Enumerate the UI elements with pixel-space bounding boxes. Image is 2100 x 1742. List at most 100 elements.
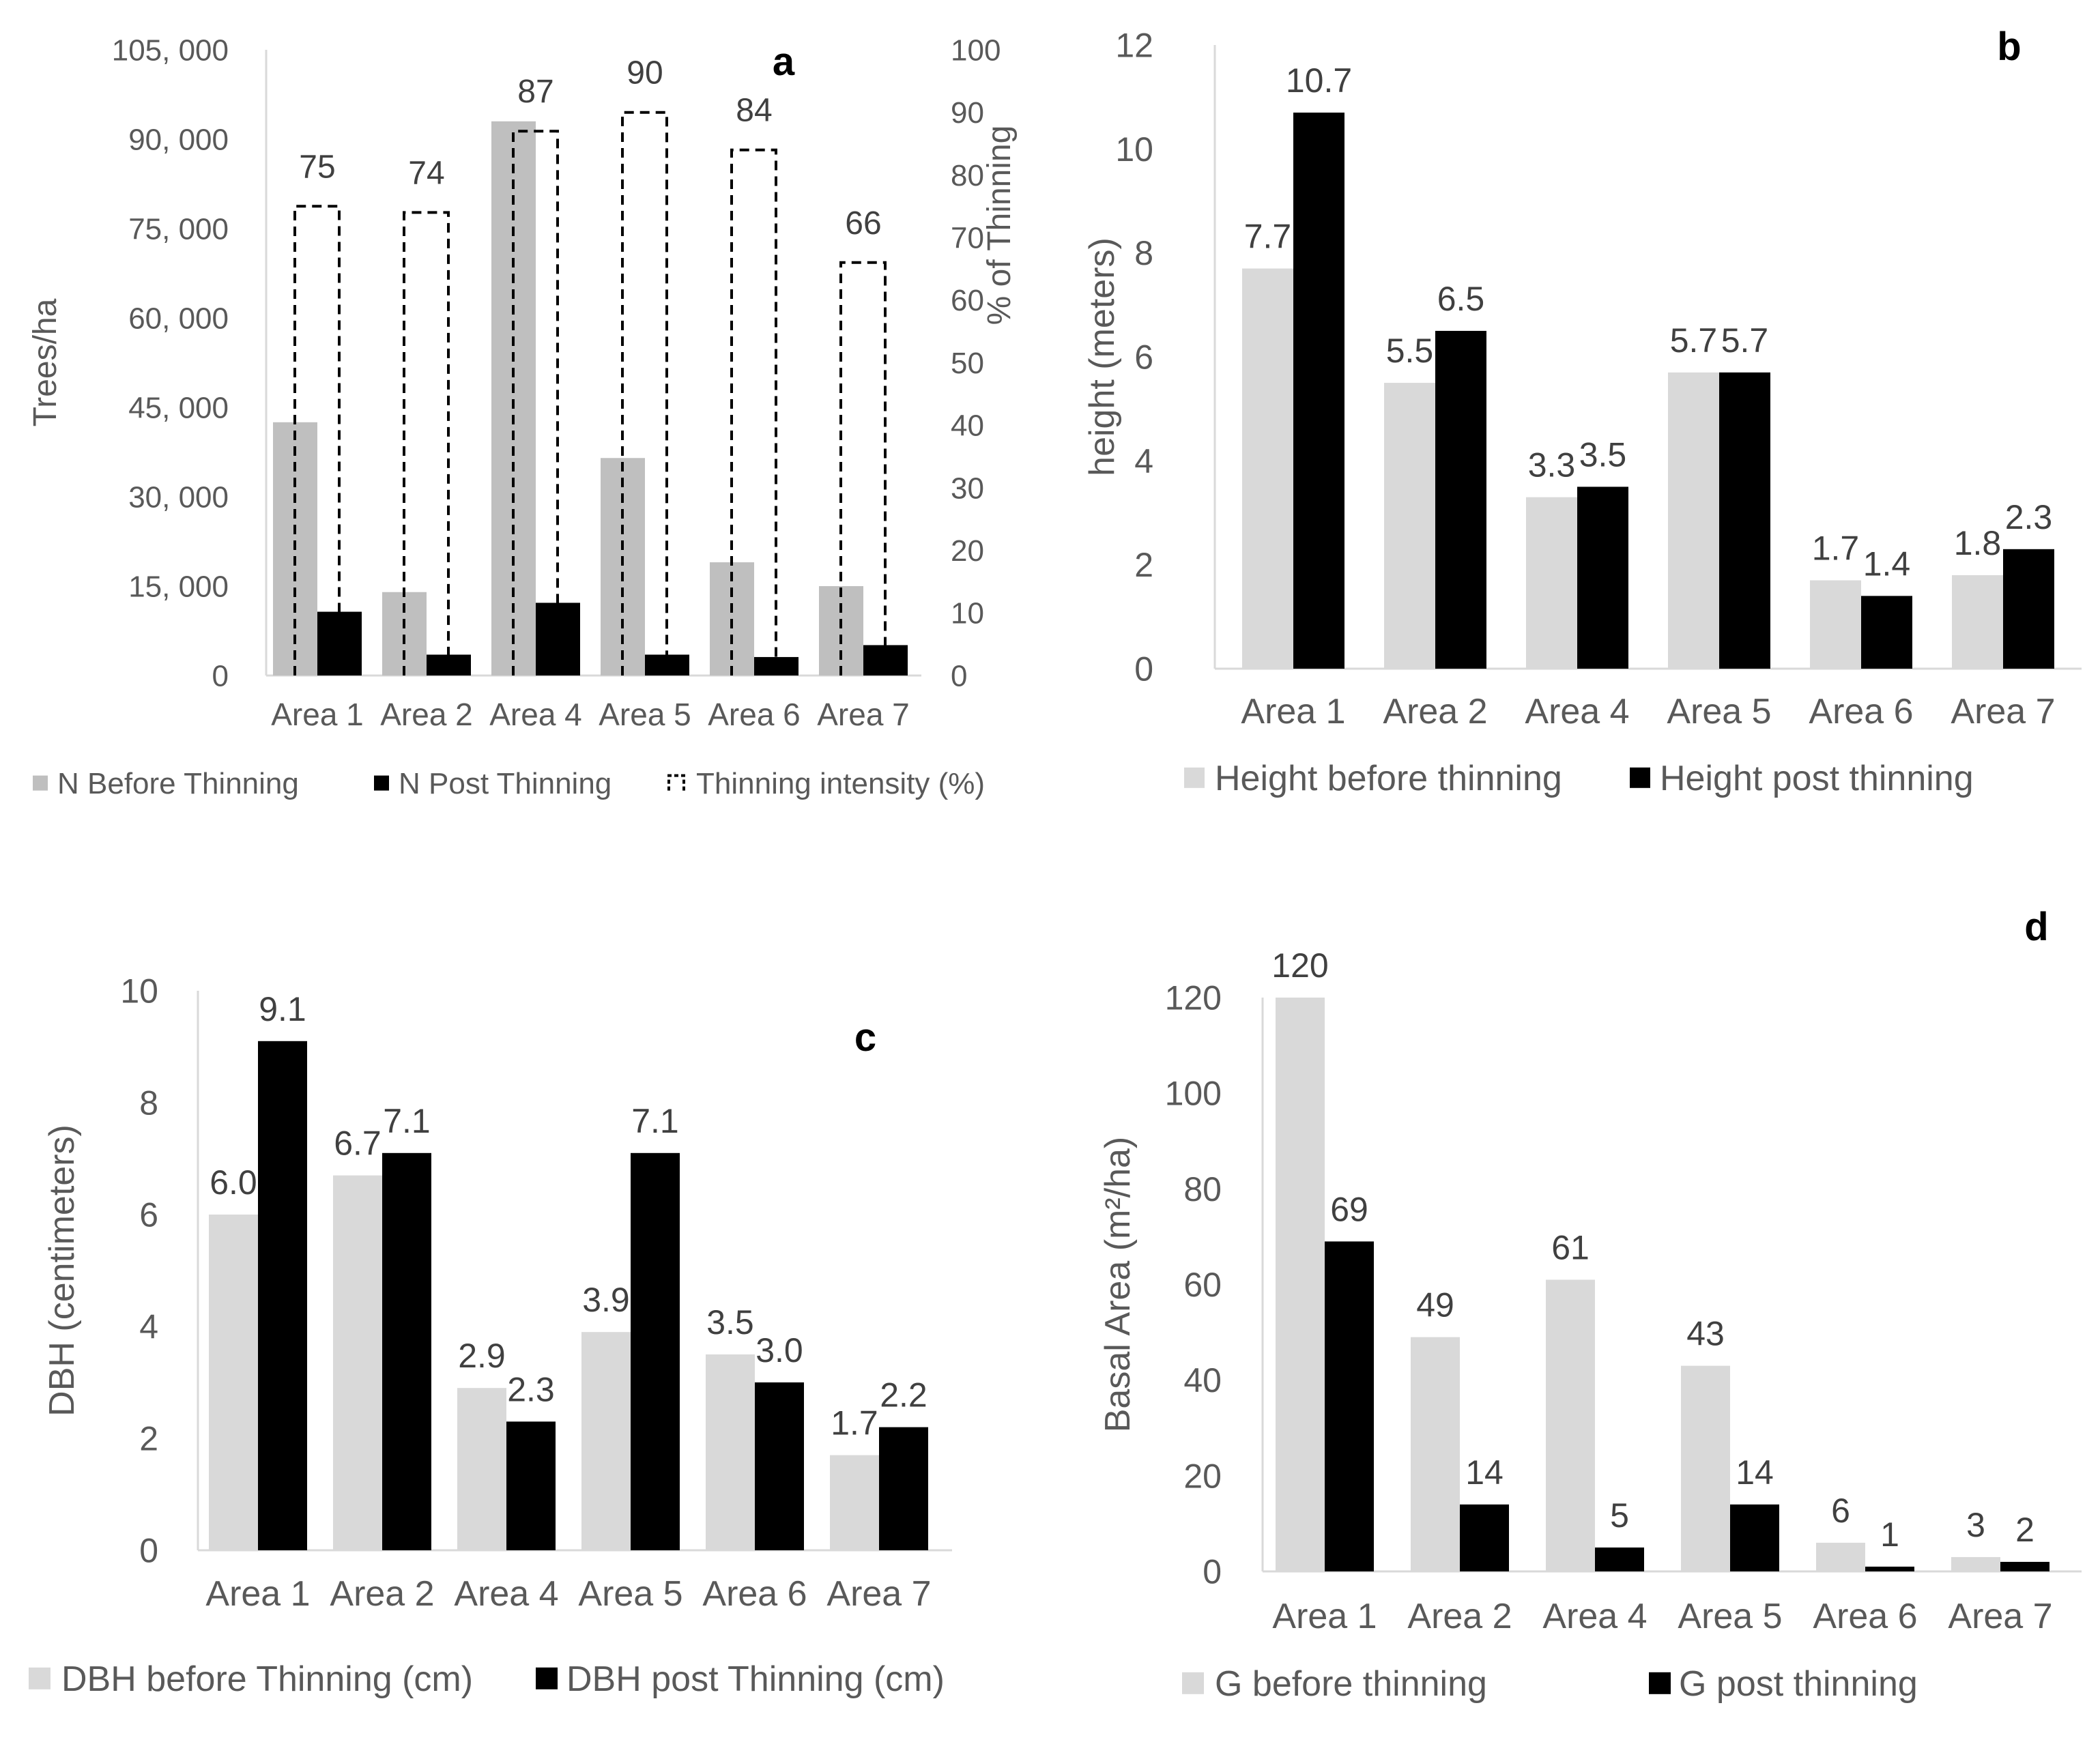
y-tick-label: 120	[1165, 979, 1222, 1017]
legend-swatch-before	[33, 775, 48, 791]
x-tick-label: Area 6	[1809, 692, 1913, 731]
legend-swatch-post	[374, 775, 389, 791]
panel-d-chart: d 0 20 40 60 80 100 120 Basal Area (m²/ha) Area …	[1098, 905, 2082, 1704]
data-label-post: 2.3	[2005, 498, 2053, 536]
panel-a-letter: a	[773, 40, 795, 84]
y-tick-label: 12	[1115, 27, 1153, 65]
data-label-thinning-intensity: 66	[845, 205, 881, 242]
x-tick-label: Area 5	[599, 697, 691, 732]
bar-post	[1595, 1547, 1644, 1571]
y-tick-label: 10	[1115, 130, 1153, 169]
y-tick-label: 10	[120, 972, 158, 1011]
data-label-before: 120	[1271, 946, 1328, 985]
bar-before	[1951, 1556, 2000, 1571]
y2-tick-label: 50	[951, 347, 984, 380]
x-tick-label: Area 7	[1951, 692, 2055, 731]
x-tick-label: Area 2	[380, 697, 473, 732]
bar-post	[755, 1382, 804, 1550]
y-tick-label: 6	[139, 1196, 158, 1234]
bar-before	[457, 1388, 506, 1550]
legend-swatch-post	[1630, 767, 1650, 788]
legend-swatch-before	[29, 1667, 51, 1689]
bar-thinning-intensity	[621, 111, 668, 676]
bar-before	[830, 1455, 879, 1550]
data-label-post: 3.5	[1579, 435, 1627, 474]
x-tick-label: Area 5	[1667, 692, 1771, 731]
y-tick-label: 60, 000	[128, 302, 229, 335]
legend-swatch-before	[1184, 767, 1205, 788]
y-tick-label: 40	[1183, 1361, 1222, 1399]
data-label-thinning-intensity: 75	[299, 149, 335, 185]
panel-c-letter: c	[854, 1015, 876, 1060]
y-tick-label: 75, 000	[128, 212, 229, 246]
y-tick-label: 4	[1134, 442, 1153, 480]
bar-post	[1861, 596, 1912, 669]
bar-thinning-intensity	[403, 211, 450, 676]
x-tick-label: Area 2	[1383, 692, 1487, 731]
data-label-post: 14	[1736, 1453, 1774, 1492]
x-tick-label: Area 7	[1948, 1597, 2052, 1636]
data-label-before: 3.5	[706, 1303, 754, 1341]
data-label-before: 1.8	[1954, 524, 2002, 562]
bar-before	[209, 1215, 258, 1550]
data-label-before: 49	[1416, 1286, 1454, 1324]
data-label-thinning-intensity: 74	[408, 155, 444, 191]
data-label-before: 61	[1551, 1228, 1590, 1266]
data-label-before: 6	[1831, 1492, 1850, 1530]
legend-label: N Post Thinning	[399, 767, 612, 800]
bar-post	[1435, 330, 1486, 669]
panel-b-chart: b 0 2 4 6 8 10 12 height (meters) Area 1 Area 2 Ar…	[1082, 25, 2082, 798]
bar-before	[1810, 580, 1861, 669]
bar-post	[258, 1041, 307, 1550]
bar-post	[1865, 1566, 1914, 1571]
data-label-before: 3.3	[1528, 446, 1576, 484]
data-label-post: 2.3	[507, 1370, 555, 1408]
data-label-before: 1.7	[1812, 529, 1860, 568]
y2-tick-label: 40	[951, 409, 984, 443]
data-label-post: 1	[1880, 1515, 1899, 1554]
legend-swatch-thinning-intensity	[667, 774, 685, 791]
x-tick-label: Area 2	[330, 1574, 434, 1614]
y2-tick-label: 60	[951, 284, 984, 317]
y-tick-label: 90, 000	[128, 123, 229, 156]
data-label-post: 7.1	[631, 1102, 679, 1140]
bar-before	[333, 1175, 382, 1550]
y-tick-label: 45, 000	[128, 391, 229, 424]
y-tick-label: 8	[1134, 234, 1153, 272]
x-tick-label: Area 1	[271, 697, 364, 732]
bar-before	[1952, 575, 2003, 669]
bar-post	[1293, 113, 1344, 669]
data-label-post: 6.5	[1437, 280, 1485, 318]
legend-label: Height before thinning	[1215, 759, 1562, 798]
data-label-before: 5.7	[1670, 321, 1718, 360]
data-label-post: 2	[2015, 1511, 2034, 1549]
y-tick-label: 105, 000	[112, 33, 229, 67]
y-tick-label: 80	[1183, 1170, 1222, 1208]
y-tick-label: 20	[1183, 1457, 1222, 1495]
panel-d-letter: d	[2024, 905, 2048, 949]
x-tick-label: Area 4	[1525, 692, 1629, 731]
y-tick-label: 4	[139, 1308, 158, 1346]
data-label-post: 69	[1330, 1190, 1368, 1228]
bar-before	[706, 1354, 755, 1550]
y2-tick-label: 100	[951, 33, 1001, 67]
y2-tick-label: 10	[951, 597, 984, 630]
bar-post	[1460, 1504, 1509, 1571]
y2-tick-label: 80	[951, 159, 984, 192]
x-tick-label: Area 5	[1678, 1597, 1782, 1636]
bar-before	[1526, 497, 1577, 669]
x-tick-label: Area 1	[1241, 692, 1345, 731]
bar-post	[631, 1152, 680, 1550]
x-tick-label: Area 1	[1272, 1597, 1377, 1636]
y-tick-label: 15, 000	[128, 570, 229, 603]
data-label-post: 3.0	[756, 1331, 803, 1369]
bar-post	[382, 1152, 431, 1550]
y2-tick-label: 30	[951, 471, 984, 505]
panel-c-chart: c 0 2 4 6 8 10 DBH (centimeters) Area 1 Area 2 Ar…	[29, 972, 952, 1699]
y-tick-label: 0	[139, 1532, 158, 1570]
data-label-thinning-intensity: 84	[736, 93, 772, 129]
legend-label: G before thinning	[1215, 1664, 1487, 1704]
data-label-before: 43	[1686, 1315, 1725, 1353]
y2-axis-title: % of Thinning	[981, 126, 1018, 325]
x-tick-label: Area 4	[454, 1574, 558, 1614]
